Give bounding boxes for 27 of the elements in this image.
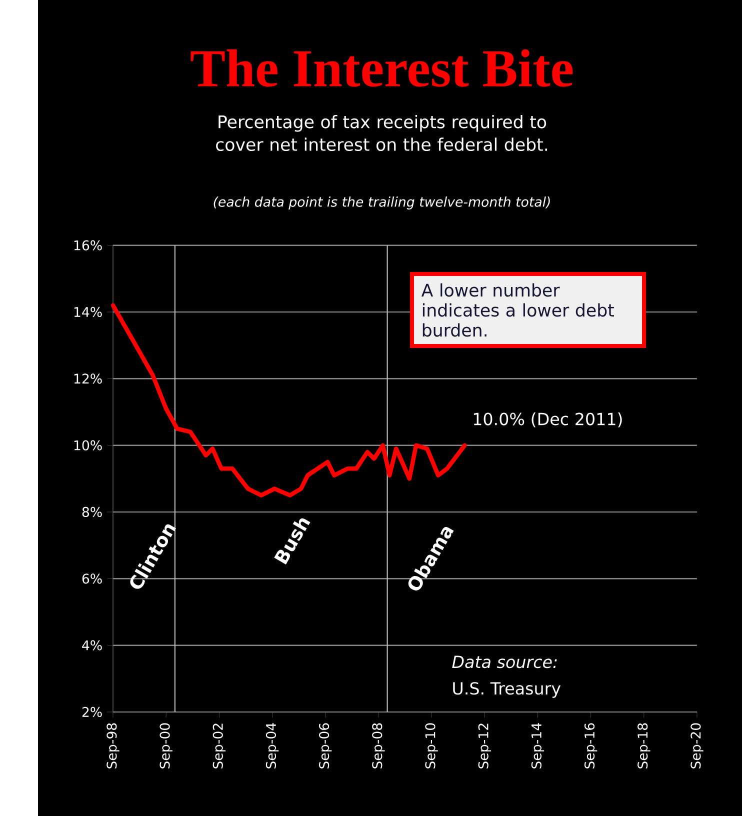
x-tick-label: Sep-02 xyxy=(212,724,226,768)
y-tick-label: 4% xyxy=(82,640,102,650)
x-tick-label: Sep-12 xyxy=(478,724,491,768)
x-tick-label: Sep-06 xyxy=(319,723,332,768)
annotation: 10.0% (Dec 2011) xyxy=(474,412,622,428)
x-tick-label: Sep-18 xyxy=(638,723,650,768)
x-tick-label: Sep-20 xyxy=(690,723,704,768)
y-tick-label: 14% xyxy=(74,306,102,318)
y-tick-label: 6% xyxy=(82,574,102,584)
x-tick-label: Sep-98 xyxy=(106,723,120,768)
x-tick-label: Sep-14 xyxy=(531,723,544,768)
x-tick-label: Sep-10 xyxy=(425,723,438,768)
text: (each data point is the trailing twelve-month total) xyxy=(214,196,550,210)
y-tick-label: 12% xyxy=(74,374,102,384)
x-tick-label: Sep-04 xyxy=(266,723,279,768)
y-tick-label: 8% xyxy=(82,506,102,518)
y-tick-label: 2% xyxy=(82,706,102,718)
annotation: A lower number indicates a lower debt burden. xyxy=(421,283,614,337)
x-tick-label: Sep-00 xyxy=(160,723,172,768)
y-tick-label: 16% xyxy=(74,240,102,250)
annotation: U.S. Treasury xyxy=(453,682,561,698)
chart-title: The Interest Bite xyxy=(190,49,573,87)
chart-subtitle: Percentage of tax receipts required to cover net interest on the federal debt. xyxy=(216,114,548,152)
x-tick-label: Sep-08 xyxy=(372,723,385,768)
y-tick-label: 10% xyxy=(74,440,102,450)
annotation: Data source: xyxy=(452,656,557,668)
x-tick-label: Sep-16 xyxy=(584,723,598,768)
